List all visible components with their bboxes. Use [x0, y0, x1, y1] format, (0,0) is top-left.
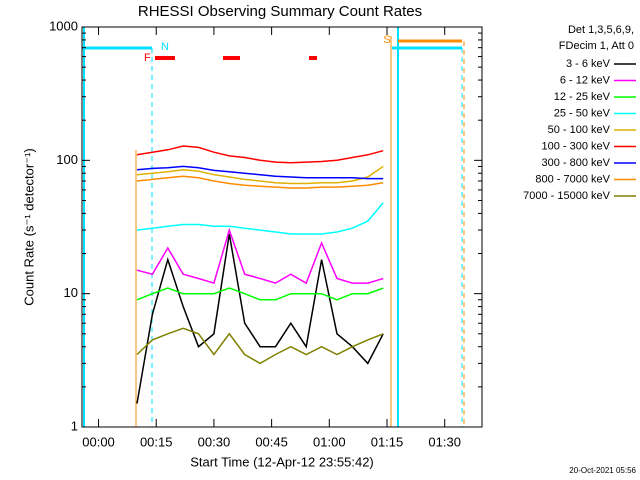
legend-label: 7000 - 15000 keV: [523, 190, 611, 202]
legend-label: 25 - 50 keV: [554, 107, 611, 119]
x-tick-label: 00:45: [255, 434, 288, 449]
chart-title: RHESSI Observing Summary Count Rates: [138, 3, 422, 20]
x-tick-label: 00:15: [140, 434, 173, 449]
legend-header: Det 1,3,5,6,9,: [568, 24, 634, 36]
x-axis-label: Start Time (12-Apr-12 23:55:42): [190, 454, 374, 469]
flags: N F S: [82, 27, 465, 427]
flag-label: F: [144, 52, 151, 64]
x-tick-label: 00:00: [82, 434, 115, 449]
series-line: [136, 145, 384, 164]
legend-label: 3 - 6 keV: [566, 58, 611, 70]
y-axis-label: Count Rate (s⁻¹ detector⁻¹): [21, 148, 36, 306]
timestamp: 20-Oct-2021 05:56: [569, 466, 636, 475]
series-line: [136, 287, 384, 301]
series-line: [136, 227, 384, 285]
legend-label: 800 - 7000 keV: [535, 173, 610, 185]
y-tick-label: 1000: [49, 18, 78, 33]
y-tick-label: 100: [56, 152, 78, 167]
series-line: [136, 165, 384, 180]
series-line: [136, 175, 384, 189]
flag-label: N: [161, 41, 169, 53]
series-line: [136, 202, 384, 235]
x-tick-label: 01:00: [313, 434, 346, 449]
x-tick-label: 00:30: [198, 434, 231, 449]
flag-label: S: [383, 34, 390, 46]
legend-label: 100 - 300 keV: [542, 140, 611, 152]
legend-header: FDecim 1, Att 0: [559, 40, 634, 52]
series-line: [136, 327, 384, 365]
legend-label: 300 - 800 keV: [542, 157, 611, 169]
plot-frame: [81, 26, 483, 428]
legend-label: 6 - 12 keV: [560, 74, 611, 86]
series-line: [136, 233, 384, 404]
legend-label: 50 - 100 keV: [548, 124, 611, 136]
legend-label: 12 - 25 keV: [554, 91, 611, 103]
x-tick-label: 01:15: [371, 434, 404, 449]
y-tick-label: 1: [71, 418, 78, 433]
x-tick-label: 01:30: [428, 434, 461, 449]
series-line: [136, 165, 384, 185]
y-tick-label: 10: [64, 285, 78, 300]
